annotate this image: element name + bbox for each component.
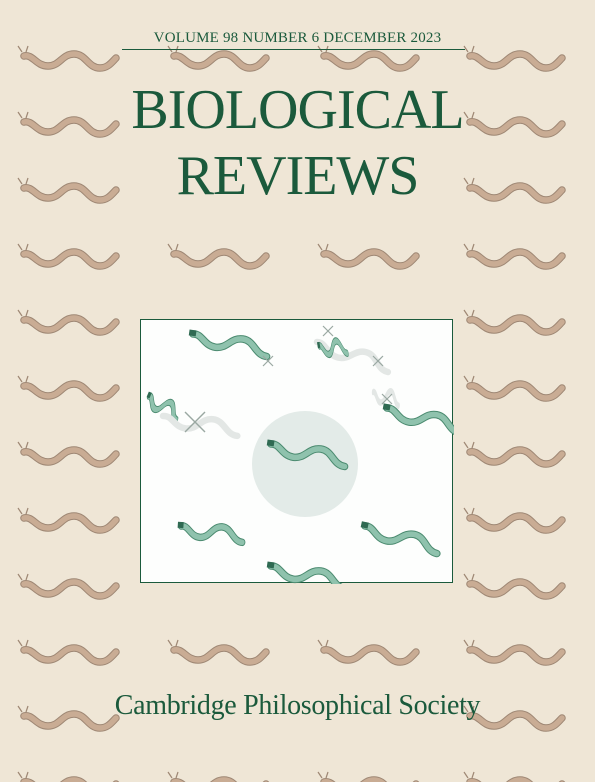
worm-icon: [464, 244, 562, 266]
worm-icon: [18, 574, 116, 596]
worm-icon: [265, 561, 346, 584]
worm-icon: [18, 640, 116, 662]
cross-icon: [262, 355, 274, 367]
cross-icon: [322, 325, 384, 367]
center-circle: [252, 411, 358, 517]
worm-icon: [168, 772, 266, 782]
worm-icon: [464, 508, 562, 530]
worm-icon: [464, 640, 562, 662]
worm-icon: [314, 340, 391, 372]
worm-icon: [318, 772, 416, 782]
journal-title-line2: REVIEWS: [176, 145, 420, 207]
worm-icon: [18, 376, 116, 398]
worm-icon: [187, 329, 268, 356]
worm-icon: [359, 521, 441, 553]
worm-icon: [318, 244, 416, 266]
worm-icon: [381, 403, 454, 433]
worm-icon: [18, 244, 116, 266]
worm-icon: [464, 310, 562, 332]
header-rule: [122, 49, 465, 50]
worm-icon: [168, 640, 266, 662]
issue-line: VOLUME 98 NUMBER 6 DECEMBER 2023: [153, 30, 442, 46]
worm-icon: [18, 442, 116, 464]
worm-icon: [18, 310, 116, 332]
cross-icon: [381, 393, 393, 405]
worm-icon: [18, 772, 116, 782]
illustration-art: [141, 325, 454, 584]
publisher-name: Cambridge Philosophical Society: [114, 690, 481, 721]
worm-icon: [464, 574, 562, 596]
cover-illustration: [140, 319, 453, 583]
cross-icon: [184, 411, 206, 433]
journal-title-line1: BIOLOGICAL: [131, 79, 464, 141]
worm-icon: [464, 442, 562, 464]
worm-icon: [464, 772, 562, 782]
worm-icon: [168, 244, 266, 266]
worm-icon: [464, 46, 562, 68]
worm-icon: [177, 522, 244, 543]
worm-icon: [318, 640, 416, 662]
worm-icon: [18, 508, 116, 530]
worm-icon: [464, 376, 562, 398]
worm-icon: [18, 46, 116, 68]
